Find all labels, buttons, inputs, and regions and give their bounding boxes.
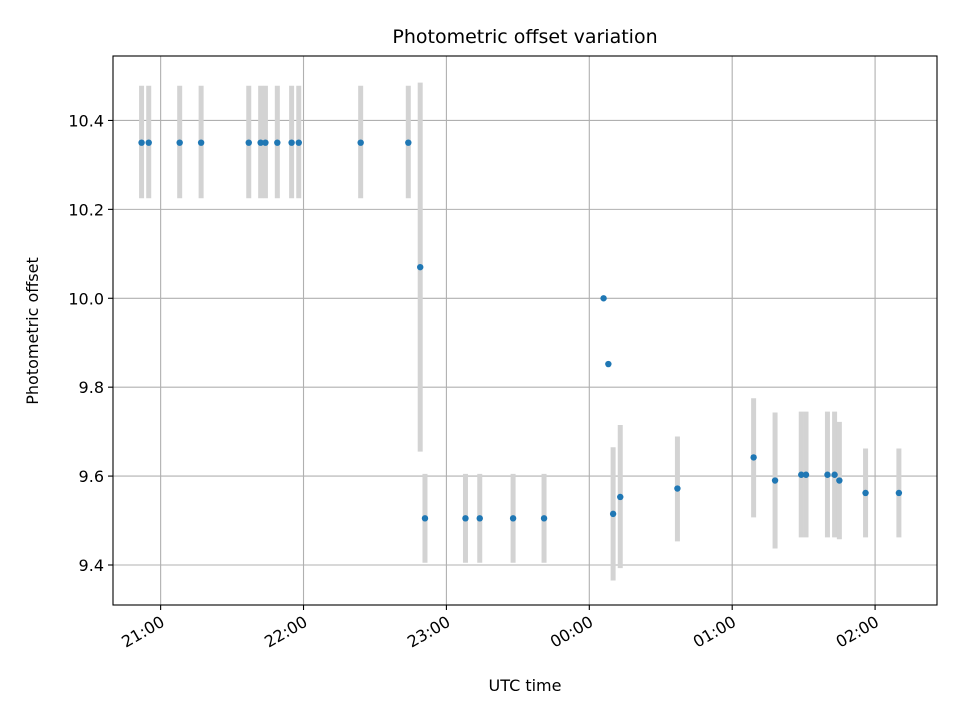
y-tick-label: 10.4 xyxy=(68,111,104,130)
data-point xyxy=(509,515,517,522)
y-tick-label: 10.2 xyxy=(68,200,104,219)
data-point xyxy=(862,489,869,497)
data-point xyxy=(771,477,779,484)
data-point xyxy=(462,515,469,522)
x-axis-label: UTC time xyxy=(489,676,562,695)
y-tick-label: 9.4 xyxy=(79,556,104,575)
y-axis-label: Photometric offset xyxy=(23,257,42,405)
data-point xyxy=(674,485,681,492)
data-point xyxy=(605,360,612,368)
data-point xyxy=(617,493,624,501)
data-points xyxy=(138,139,903,522)
data-point xyxy=(609,510,617,518)
data-point xyxy=(750,454,757,461)
data-point xyxy=(421,515,429,522)
y-tick-label: 9.8 xyxy=(79,378,104,397)
data-point xyxy=(295,139,302,146)
data-point xyxy=(476,515,483,522)
data-point xyxy=(197,139,205,146)
data-point xyxy=(176,139,183,146)
data-point xyxy=(802,471,810,478)
data-point xyxy=(540,515,548,522)
data-point xyxy=(831,471,838,478)
data-point xyxy=(405,139,412,146)
data-point xyxy=(274,139,281,146)
data-point xyxy=(417,263,424,271)
data-point xyxy=(257,139,264,146)
plot-frame xyxy=(112,55,938,606)
y-tick-label: 10.0 xyxy=(68,289,104,308)
chart-title: Photometric offset variation xyxy=(392,26,657,48)
data-point xyxy=(836,477,843,484)
data-point xyxy=(824,471,831,478)
y-tick-label: 9.6 xyxy=(79,467,104,486)
data-point xyxy=(145,139,152,146)
data-point xyxy=(357,139,364,146)
data-point xyxy=(262,139,269,146)
data-point xyxy=(288,139,295,146)
data-point xyxy=(138,139,145,146)
data-point xyxy=(895,489,903,497)
y-axis-ticks: 9.4 9.6 9.8 10.0 10.2 10.4 xyxy=(68,111,113,575)
data-point xyxy=(245,139,252,146)
data-point xyxy=(600,295,607,302)
grid xyxy=(113,56,937,605)
data-point xyxy=(798,471,805,478)
